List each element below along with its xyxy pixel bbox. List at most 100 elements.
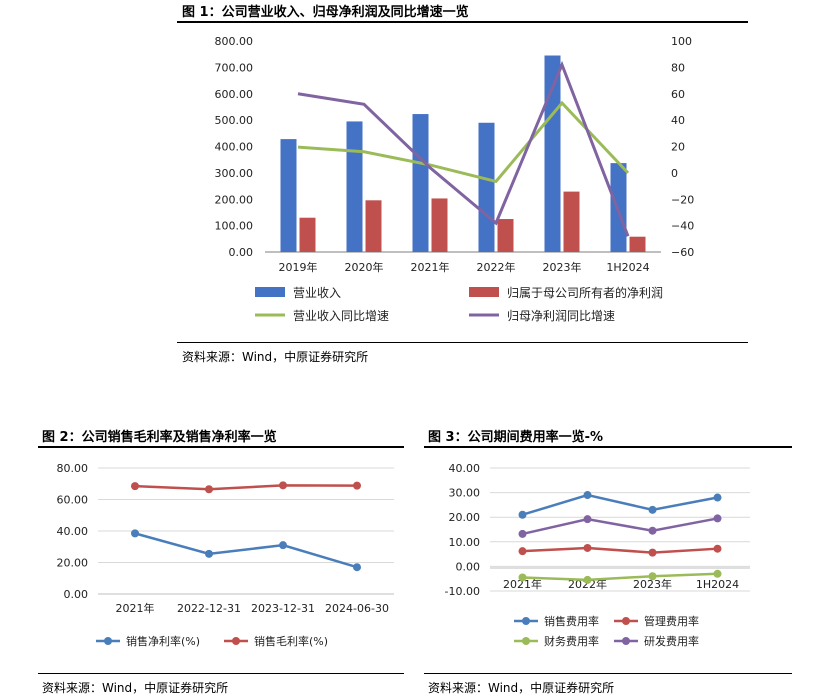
- y2-tick-label: 60: [671, 88, 685, 101]
- y-tick-label: 60.00: [57, 494, 89, 507]
- y-tick-label: 500.00: [215, 114, 254, 127]
- x-tick-label: 2021年: [116, 601, 155, 615]
- data-point: [205, 485, 213, 494]
- series-line: [522, 546, 718, 554]
- legend-label: 营业收入同比增速: [293, 309, 389, 323]
- figure-1-title: 图 1：公司营业收入、归母净利润及同比增速一览: [182, 5, 469, 20]
- figure-1-source: 资料来源：Wind，中原证券研究所: [182, 350, 369, 364]
- y-tick-label: 20.00: [449, 511, 481, 524]
- figure-3-source: 资料来源：Wind，中原证券研究所: [428, 681, 615, 695]
- y2-tick-label: 80: [671, 61, 685, 74]
- x-tick-label: 2022年: [477, 260, 516, 274]
- bar: [497, 219, 514, 252]
- bar: [280, 139, 297, 252]
- y-tick-label: 200.00: [215, 193, 254, 206]
- series-line: [522, 517, 718, 536]
- y2-tick-label: −20: [671, 193, 694, 206]
- legend-marker: [522, 637, 530, 645]
- x-tick-label: 1H2024: [606, 261, 649, 274]
- bar: [346, 121, 363, 252]
- series-line: [297, 60, 630, 237]
- figure-2-source: 资料来源：Wind，中原证券研究所: [42, 681, 229, 695]
- data-point: [583, 575, 592, 584]
- bar: [563, 191, 580, 252]
- data-point: [713, 514, 722, 523]
- bar: [431, 198, 448, 252]
- data-point: [518, 547, 527, 556]
- data-point: [713, 493, 722, 502]
- legend-swatch: [469, 287, 499, 297]
- legend-label: 管理费用率: [644, 614, 699, 628]
- data-point: [205, 549, 213, 558]
- y-tick-label: 30.00: [449, 487, 481, 500]
- y-tick-label: 0.00: [456, 560, 481, 573]
- bar: [299, 217, 316, 252]
- data-point: [518, 529, 527, 538]
- y-tick-label: 400.00: [215, 141, 254, 154]
- x-tick-label: 2023-12-31: [251, 602, 315, 615]
- legend-label: 销售净利率(%): [126, 634, 200, 648]
- data-point: [648, 548, 657, 557]
- figure-1-top-rule: [177, 21, 748, 23]
- data-point: [279, 481, 287, 490]
- bar: [478, 122, 495, 252]
- y-tick-label: 10.00: [449, 536, 481, 549]
- y-tick-label: 40.00: [449, 462, 481, 475]
- legend-swatch: [255, 287, 285, 297]
- x-tick-label: 2022-12-31: [177, 602, 241, 615]
- y2-tick-label: 20: [671, 141, 685, 154]
- data-point: [131, 529, 139, 538]
- data-point: [279, 541, 287, 550]
- bar: [365, 200, 382, 252]
- series-line: [134, 484, 358, 491]
- y2-tick-label: 0: [671, 167, 678, 180]
- legend-label: 归属于母公司所有者的净利润: [507, 285, 663, 300]
- x-tick-label: 2024-06-30: [325, 602, 389, 615]
- x-tick-label: 1H2024: [696, 578, 739, 591]
- revenue-profit-chart: 0.00 100.00 200.00 300.00 400.00 500.00 600.00…: [215, 35, 695, 323]
- legend-marker: [622, 637, 630, 645]
- x-tick-label: 2023年: [633, 577, 672, 591]
- bar: [629, 236, 646, 252]
- bar: [412, 114, 429, 252]
- y-tick-label: 800.00: [215, 35, 254, 48]
- series-line: [522, 493, 718, 516]
- figure-3-top-rule: [424, 446, 792, 448]
- data-point: [583, 515, 592, 524]
- legend-marker: [232, 637, 240, 645]
- data-point: [131, 482, 139, 491]
- figure-2-title: 图 2：公司销售毛利率及销售净利率一览: [42, 430, 277, 445]
- data-point: [648, 505, 657, 514]
- data-point: [353, 563, 361, 572]
- figure-3-title: 图 3：公司期间费用率一览-%: [428, 430, 603, 445]
- data-point: [648, 572, 657, 581]
- data-point: [583, 543, 592, 552]
- bar: [544, 55, 561, 252]
- x-tick-label: 2021年: [411, 260, 450, 274]
- legend-label: 营业收入: [293, 286, 341, 300]
- y-tick-label: 600.00: [215, 88, 254, 101]
- data-point: [648, 526, 657, 535]
- legend-label: 研发费用率: [644, 634, 699, 648]
- y-tick-label: 40.00: [57, 525, 89, 538]
- data-point: [353, 481, 361, 490]
- figure-2-top-rule: [38, 446, 404, 448]
- y2-tick-label: −40: [671, 220, 694, 233]
- y-tick-label: 0.00: [64, 588, 89, 601]
- series-line: [134, 532, 358, 569]
- legend-marker: [622, 617, 630, 625]
- y-tick-label: 300.00: [215, 167, 254, 180]
- y2-tick-label: 40: [671, 114, 685, 127]
- data-point: [713, 544, 722, 553]
- margin-chart: 0.00 20.00 40.00 60.00 80.00 2021年 2022-12-31 2…: [57, 462, 394, 648]
- y-tick-label: -10.00: [445, 585, 480, 598]
- figure-2-bottom-rule: [38, 673, 404, 674]
- y-tick-label: 0.00: [229, 246, 254, 259]
- data-point: [518, 510, 527, 519]
- legend-label: 销售费用率: [544, 614, 599, 628]
- y-tick-label: 100.00: [215, 220, 254, 233]
- x-tick-label: 2023年: [543, 260, 582, 274]
- legend-label: 财务费用率: [544, 634, 599, 648]
- series-line: [522, 572, 718, 582]
